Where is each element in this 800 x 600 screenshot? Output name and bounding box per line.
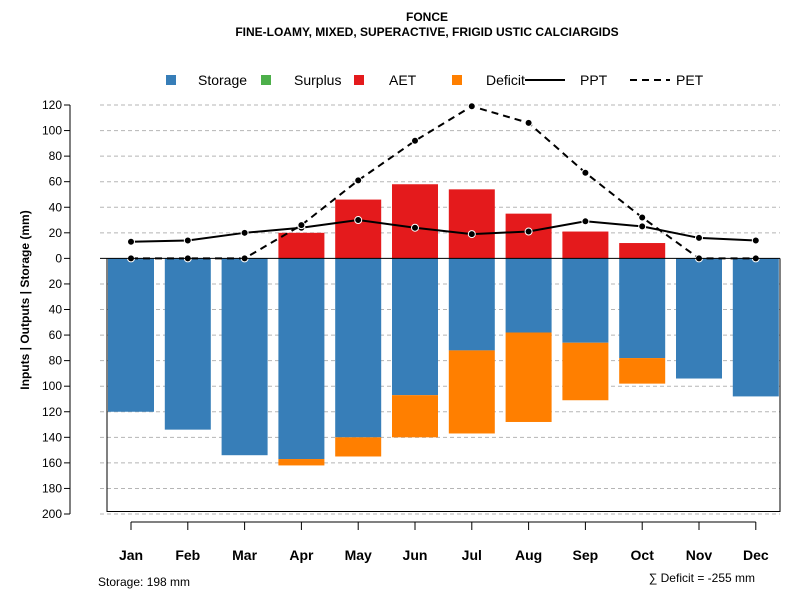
storage-bar-may xyxy=(335,258,382,438)
legend-label-ppt: PPT xyxy=(580,72,608,88)
ppt-point-nov xyxy=(695,233,703,242)
aet-bar-aug xyxy=(505,213,552,259)
y-tick-label: 140 xyxy=(42,430,62,444)
ppt-point-jan xyxy=(127,237,135,246)
storage-footer: Storage: 198 mm xyxy=(98,575,190,589)
y-tick-label: 20 xyxy=(49,226,63,240)
pet-point-oct xyxy=(638,213,647,222)
storage-bar-jan xyxy=(108,258,154,412)
aet-bar-jun xyxy=(392,184,438,259)
ppt-point-aug xyxy=(524,227,533,236)
storage-bar-feb xyxy=(164,258,211,430)
storage-bar-oct xyxy=(619,258,666,359)
pet-point-apr xyxy=(297,221,306,230)
legend-label-deficit: Deficit xyxy=(486,72,525,88)
storage-bar-jul xyxy=(448,258,495,351)
x-tick-label-oct: Oct xyxy=(631,547,655,563)
deficit-bar-may xyxy=(335,437,382,457)
deficit-bar-aug xyxy=(505,332,552,422)
ppt-point-oct xyxy=(638,222,647,231)
y-tick-label: 40 xyxy=(49,200,63,214)
aet-bar-oct xyxy=(619,243,666,259)
legend-symbol-storage xyxy=(166,75,176,85)
aet-bar-sep xyxy=(562,231,609,259)
lines xyxy=(127,102,760,263)
pet-line xyxy=(131,105,756,260)
x-tick-label-aug: Aug xyxy=(515,547,542,563)
deficit-bar-jun xyxy=(392,395,438,438)
ppt-point-mar xyxy=(240,228,249,237)
pet-point-jul xyxy=(467,102,476,111)
ppt-point-sep xyxy=(581,217,590,226)
storage-bar-nov xyxy=(676,258,722,379)
x-tick-label-sep: Sep xyxy=(573,547,599,563)
y-tick-label: 160 xyxy=(42,456,62,470)
deficit-bar-jul xyxy=(448,350,495,434)
x-tick-label-nov: Nov xyxy=(686,547,713,563)
storage-bar-jun xyxy=(392,258,438,396)
x-tick-label-mar: Mar xyxy=(232,547,257,563)
legend-label-surplus: Surplus xyxy=(294,72,341,88)
legend-label-storage: Storage xyxy=(198,72,247,88)
deficit-bar-oct xyxy=(619,358,666,384)
chart-subtitle: FINE-LOAMY, MIXED, SUPERACTIVE, FRIGID U… xyxy=(235,25,618,39)
axes: 1201008060402002040608010012014016018020… xyxy=(42,98,781,563)
y-tick-label: 80 xyxy=(49,149,63,163)
legend-symbol-deficit xyxy=(452,75,462,85)
y-axis-label: Inputs | Outputs | Storage (mm) xyxy=(18,210,32,389)
y-tick-label: 80 xyxy=(49,354,63,368)
pet-point-sep xyxy=(581,168,590,177)
deficit-footer: ∑ Deficit = -255 mm xyxy=(649,571,755,585)
y-tick-label: 60 xyxy=(49,328,63,342)
x-tick-label-jan: Jan xyxy=(119,547,143,563)
storage-capacity-box xyxy=(106,258,781,512)
storage-bar-sep xyxy=(562,258,609,343)
storage-bar-mar xyxy=(221,258,268,456)
legend-symbol-surplus xyxy=(261,75,271,85)
x-tick-label-jul: Jul xyxy=(462,547,482,563)
y-tick-label: 60 xyxy=(49,175,63,189)
ppt-point-may xyxy=(354,216,363,225)
gridlines xyxy=(100,104,780,515)
y-tick-label: 100 xyxy=(42,124,62,138)
legend: Storage Surplus AET Deficit PPT PET xyxy=(166,72,704,88)
legend-label-aet: AET xyxy=(389,72,417,88)
aet-bar-jul xyxy=(448,189,495,259)
ppt-point-jun xyxy=(411,223,419,232)
y-tick-label: 40 xyxy=(49,303,63,317)
x-tick-label-may: May xyxy=(345,547,372,563)
legend-label-pet: PET xyxy=(676,72,704,88)
y-tick-label: 0 xyxy=(55,251,62,265)
y-tick-label: 180 xyxy=(42,481,62,495)
ppt-point-dec xyxy=(751,236,760,245)
pet-point-aug xyxy=(524,118,533,127)
y-tick-label: 100 xyxy=(42,379,62,393)
x-tick-label-feb: Feb xyxy=(175,547,200,563)
deficit-bar-sep xyxy=(562,342,609,401)
pet-point-jun xyxy=(411,136,419,145)
bars xyxy=(108,184,779,466)
storage-bar-aug xyxy=(505,258,552,333)
y-tick-label: 200 xyxy=(42,507,62,521)
deficit-bar-apr xyxy=(278,459,325,466)
x-tick-label-jun: Jun xyxy=(403,547,428,563)
storage-bar-apr xyxy=(278,258,325,460)
x-tick-label-dec: Dec xyxy=(743,547,769,563)
y-tick-label: 120 xyxy=(42,98,62,112)
ppt-point-feb xyxy=(183,236,192,245)
y-tick-label: 120 xyxy=(42,405,62,419)
chart-title: FONCE xyxy=(406,10,448,24)
pet-point-may xyxy=(354,176,363,185)
ppt-point-jul xyxy=(467,230,476,239)
legend-symbol-aet xyxy=(354,75,364,85)
x-tick-label-apr: Apr xyxy=(289,547,314,563)
ppt-line xyxy=(130,219,756,243)
aet-bar-may xyxy=(335,199,382,259)
y-tick-label: 20 xyxy=(49,277,63,291)
aet-bar-apr xyxy=(278,232,325,259)
storage-bar-dec xyxy=(732,258,779,397)
